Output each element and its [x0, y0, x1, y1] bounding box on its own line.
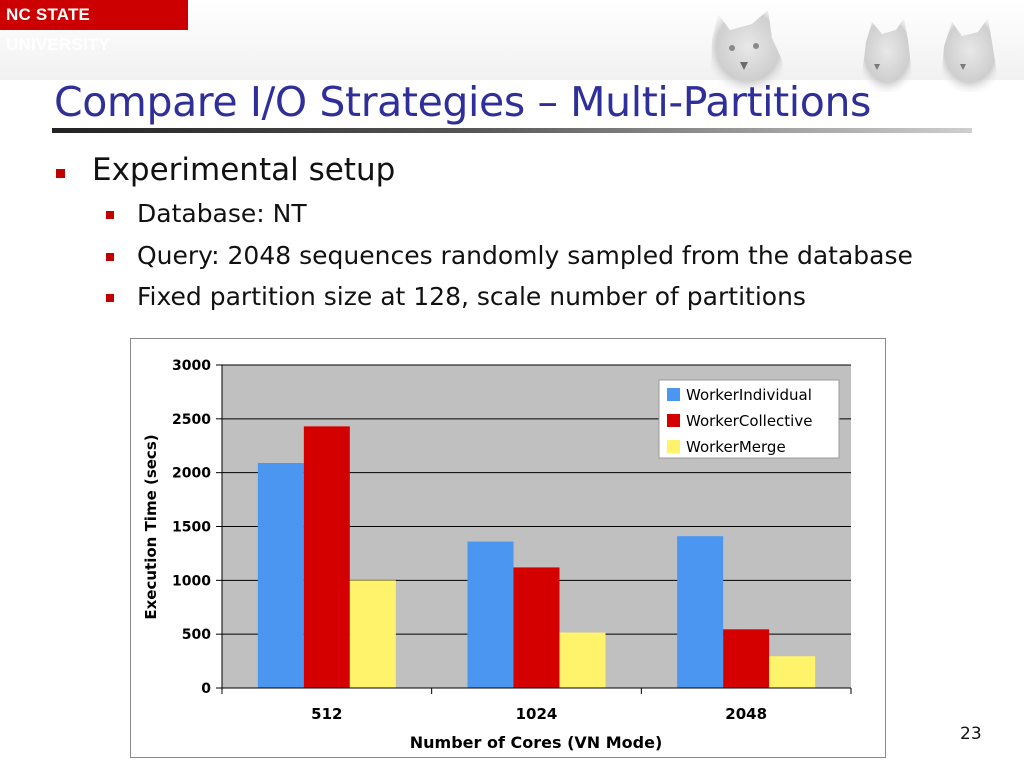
- legend-swatch: [667, 388, 680, 401]
- legend-box: [658, 379, 840, 459]
- university-logo: NC STATE UNIVERSITY: [0, 0, 188, 54]
- bullet-sub-3: Fixed partition size at 128, scale numbe…: [137, 282, 806, 311]
- bullet-main: Experimental setup: [92, 152, 396, 188]
- bar-WorkerCollective: [723, 629, 770, 688]
- slide-number: 23: [960, 724, 982, 744]
- y-axis-label: Execution Time (secs): [142, 434, 160, 619]
- wolf-pack-icon: [710, 10, 1000, 92]
- bar-WorkerIndividual: [677, 536, 724, 688]
- x-tick-label: 512: [311, 705, 342, 723]
- bullet-sub-2: Query: 2048 sequences randomly sampled f…: [137, 241, 913, 270]
- bar-WorkerCollective: [513, 567, 560, 688]
- x-tick-label: 2048: [725, 705, 767, 723]
- legend-label: WorkerMerge: [686, 438, 786, 456]
- bullet-sub-1: Database: NT: [137, 199, 307, 228]
- x-axis-label: Number of Cores (VN Mode): [410, 733, 663, 752]
- legend-swatch: [667, 440, 680, 453]
- legend-label: WorkerCollective: [686, 412, 812, 430]
- x-tick-label: 1024: [516, 705, 558, 723]
- y-tick-label: 1000: [172, 573, 211, 589]
- legend-swatch: [667, 414, 680, 427]
- y-tick-label: 0: [201, 681, 211, 697]
- y-tick-label: 2000: [172, 466, 211, 482]
- y-tick-label: 3000: [172, 358, 211, 374]
- bar-WorkerCollective: [303, 426, 350, 688]
- legend-label: WorkerIndividual: [686, 386, 812, 404]
- bar-chart: 0 500 1000 1500 2000 2500 3000 512 1024 2048 Exe…: [142, 358, 852, 752]
- slide-title: Compare I/O Strategies – Multi-Partition…: [54, 78, 872, 126]
- bar-WorkerIndividual: [257, 462, 304, 688]
- legend: WorkerIndividual WorkerCollective WorkerMe…: [658, 379, 840, 459]
- bullet-square-icon: [106, 211, 114, 219]
- bullet-square-icon: [106, 253, 114, 261]
- bar-WorkerIndividual: [467, 541, 514, 688]
- title-divider: [52, 128, 972, 133]
- y-tick-label: 2500: [172, 412, 211, 428]
- chart-frame: 0 500 1000 1500 2000 2500 3000 512 1024 2048 Exe…: [130, 338, 886, 758]
- bar-WorkerMerge: [559, 632, 606, 688]
- y-tick-label: 1500: [172, 520, 211, 536]
- bar-WorkerMerge: [769, 656, 816, 688]
- y-tick-label: 500: [182, 627, 211, 643]
- bullet-square-icon: [106, 294, 114, 302]
- bar-WorkerMerge: [349, 580, 396, 688]
- bullet-square-icon: [56, 169, 65, 178]
